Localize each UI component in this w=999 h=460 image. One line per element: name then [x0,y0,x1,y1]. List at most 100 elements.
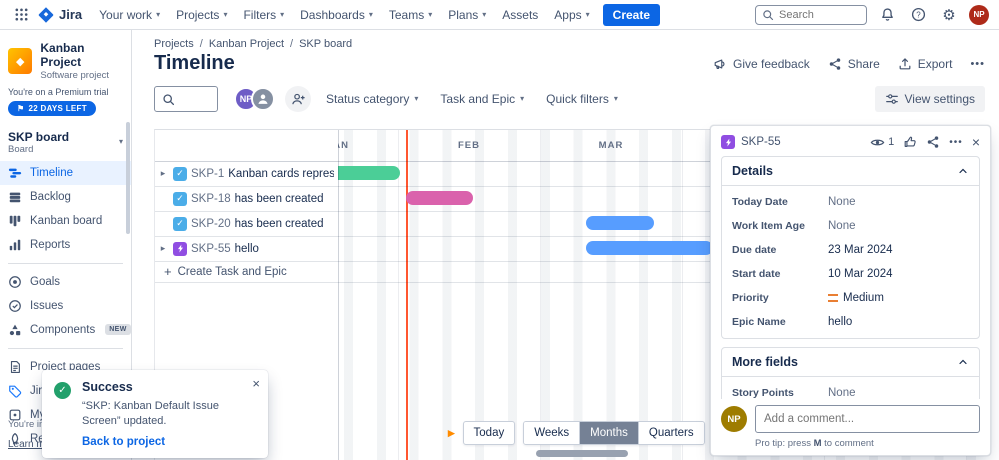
user-avatar[interactable]: NP [969,4,989,25]
nav-projects[interactable]: Projects ▾ [169,4,234,26]
nav-filters[interactable]: Filters ▾ [236,4,291,26]
add-comment-input[interactable] [755,405,980,433]
nav-assets[interactable]: Assets [495,4,545,26]
timeline-bar-skp-1[interactable] [338,166,400,180]
comment-avatar: NP [721,406,747,432]
more-actions-icon[interactable]: ••• [949,136,963,148]
board-switcher[interactable]: SKP board Board ▾ [0,122,131,161]
more-fields-header[interactable]: More fields [722,348,979,377]
timeline-bar-skp-20[interactable] [586,216,654,230]
sidebar-item-project-pages[interactable]: Project pages [0,355,131,379]
timeline-row-skp-55[interactable]: ▸ SKP-55 hello [155,236,338,261]
sidebar-item-timeline[interactable]: Timeline [0,160,131,185]
issue-key[interactable]: SKP-55 [191,242,231,255]
watchers-button[interactable]: 1 [870,135,894,150]
months-button[interactable]: Months [579,422,638,444]
weeks-button[interactable]: Weeks [524,422,580,444]
chevron-right-icon[interactable]: ▸ [160,168,166,178]
release-icon [8,432,22,446]
panel-fields-scroll[interactable]: Details Today Date None Work Item Age No… [711,156,990,399]
project-header[interactable]: ◆ Kanban Project Software project [0,30,131,85]
nav-your-work[interactable]: Your work ▾ [92,4,167,26]
field-row-priority[interactable]: Priority Medium [722,286,979,310]
field-row[interactable]: Work Item Age None [722,214,979,238]
task-and-epic-filter[interactable]: Task and Epic ▾ [440,92,525,106]
today-marker-line [406,130,408,460]
timeline-search[interactable] [154,86,218,112]
chevron-down-icon: ▾ [223,9,228,19]
status-category-filter[interactable]: Status category ▾ [326,92,419,106]
page-actions: Give feedback Share Export ••• [713,57,985,71]
close-panel-icon[interactable]: × [971,134,980,150]
search-icon [762,9,774,21]
new-badge: NEW [105,324,131,336]
trial-days-left-button[interactable]: ⚑ 22 DAYS LEFT [8,100,96,116]
breadcrumb-projects[interactable]: Projects [154,38,194,50]
issue-key[interactable]: SKP-18 [191,192,231,205]
nav-apps[interactable]: Apps ▾ [547,4,596,26]
field-row[interactable]: Story Points None [722,381,979,399]
share-button[interactable]: Share [828,57,880,71]
vote-thumbs-up-icon[interactable] [903,135,917,149]
sidebar-item-kanban-board[interactable]: Kanban board [0,209,131,233]
learn-more-link[interactable]: Learn more [8,439,60,450]
create-button[interactable]: Create [602,3,661,26]
sidebar-item-reports[interactable]: Reports [0,233,131,257]
expand-panel-icon[interactable]: ▸ [448,425,455,440]
breadcrumb-skp-board[interactable]: SKP board [299,38,353,50]
create-task-epic-button[interactable]: + Create Task and Epic [164,264,287,279]
field-row[interactable]: Due date 23 Mar 2024 [722,238,979,262]
share-icon[interactable] [926,135,940,149]
toast-title: Success [82,380,133,394]
export-button[interactable]: Export [898,57,952,71]
close-toast-icon[interactable]: × [252,376,260,391]
nav-dashboards[interactable]: Dashboards ▾ [293,4,380,26]
sidebar-item-my[interactable]: My [0,403,131,427]
global-search-input[interactable] [779,8,860,21]
notifications-bell-icon[interactable] [876,4,898,26]
sidebar-item-components[interactable]: Components NEW [0,318,131,342]
anonymous-avatar[interactable] [251,87,275,111]
quarters-button[interactable]: Quarters [637,422,704,444]
timeline-bar-skp-55[interactable] [586,241,713,255]
jira-logo[interactable]: Jira [34,6,90,23]
timeline-bar-skp-18[interactable] [406,191,473,205]
chevron-down-icon: ▾ [156,9,161,19]
settings-gear-icon[interactable]: ⚙ [942,6,956,24]
details-group-header[interactable]: Details [722,157,979,186]
issue-key[interactable]: SKP-1 [191,167,225,180]
today-button[interactable]: Today [462,421,516,445]
timeline-row-skp-20[interactable]: ✓ SKP-20 has been created [155,211,338,236]
chevron-right-icon[interactable]: ▸ [160,243,166,253]
sidebar-item-backlog[interactable]: Backlog [0,185,131,209]
timeline-row-skp-18[interactable]: ✓ SKP-18 has been created [155,186,338,211]
more-actions-icon[interactable]: ••• [970,57,985,70]
nav-plans[interactable]: Plans ▾ [441,4,493,26]
field-row[interactable]: Start date 10 Mar 2024 [722,262,979,286]
app-switcher-icon[interactable] [10,4,32,26]
add-people-icon[interactable] [285,86,311,112]
breadcrumb-kanban-project[interactable]: Kanban Project [208,38,285,50]
sidebar-item-goals[interactable]: Goals [0,270,131,294]
issue-key-link[interactable]: SKP-55 [741,136,781,148]
back-to-project-link[interactable]: Back to project [82,435,166,448]
trial-text: You're on a Premium trial [8,86,109,97]
field-row[interactable]: Epic Name hello [722,310,979,334]
list-chart-divider[interactable] [338,130,339,460]
horizontal-scrollbar[interactable] [536,450,628,457]
nav-teams[interactable]: Teams ▾ [382,4,439,26]
chevron-down-icon: ▾ [520,94,525,103]
timeline-row-skp-1[interactable]: ▸ ✓ SKP-1 Kanban cards represent work it… [155,161,338,186]
issue-key[interactable]: SKP-20 [191,217,231,230]
give-feedback-button[interactable]: Give feedback [713,57,810,71]
sidebar-item-label: Kanban board [30,214,103,227]
quick-filters[interactable]: Quick filters ▾ [546,92,618,106]
sidebar-scrollbar[interactable] [126,122,130,234]
help-icon[interactable]: ? [907,4,929,26]
view-settings-button[interactable]: View settings [874,86,985,112]
sidebar-item-issues[interactable]: Issues [0,294,131,318]
field-row[interactable]: Today Date None [722,190,979,214]
global-search[interactable] [755,4,867,25]
components-icon [8,323,22,337]
search-icon [162,93,175,106]
